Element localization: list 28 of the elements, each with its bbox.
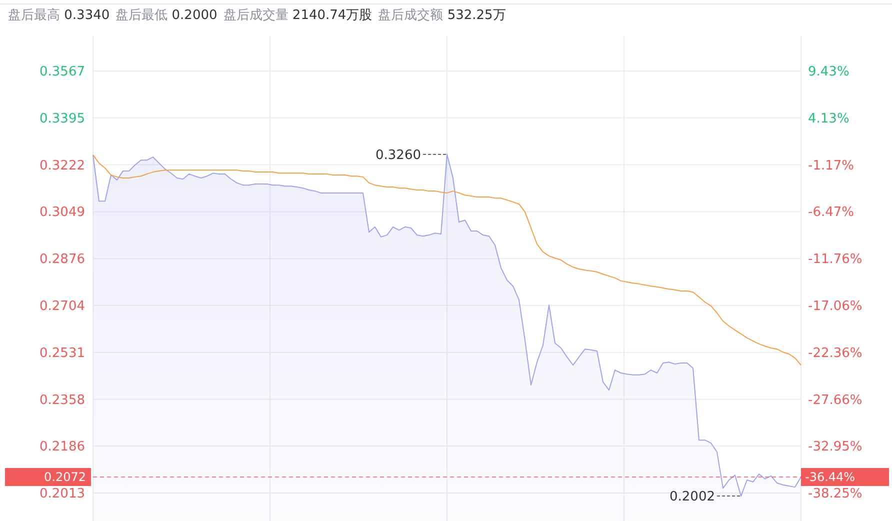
y-tick-label: 0.2358 [40, 392, 85, 408]
y2-tick-label: -1.17% [808, 158, 854, 174]
y2-tick-label: -22.36% [808, 346, 862, 361]
y-tick-label: 0.3222 [40, 158, 85, 174]
y-tick-label: 0.3049 [40, 205, 85, 220]
y-tick-label: 0.3395 [40, 111, 85, 126]
annotation: 0.3260 [376, 148, 421, 163]
y2-tick-label: -32.95% [808, 440, 862, 455]
y2-tick-label: -38.25% [808, 486, 862, 502]
text: -36.44% [805, 470, 856, 484]
y-tick-label: 0.2531 [40, 346, 85, 361]
ref-line-label: 0.2072 [44, 470, 86, 484]
y2-tick-label: 4.13% [808, 111, 850, 126]
text: 盘后最低 0.2000 [116, 8, 218, 23]
y-tick-label: 0.2704 [40, 298, 85, 314]
y2-tick-label: -11.76% [808, 252, 862, 268]
y-tick-label: 0.3567 [40, 64, 85, 80]
y-tick-label: 0.2186 [40, 440, 85, 455]
y2-tick-label: -27.66% [808, 392, 862, 408]
annotation: 0.2002 [670, 490, 715, 505]
y2-tick-label: 9.43% [808, 64, 850, 80]
y2-tick-label: -17.06% [808, 298, 862, 314]
y2-tick-label: -6.47% [808, 205, 854, 220]
text: 盘后最高 0.3340 [8, 7, 110, 23]
text: 盘后成交额 532.25万 [378, 7, 506, 23]
y-tick-label: 0.2876 [40, 252, 85, 268]
text: 盘后成交量 2140.74万股 [223, 7, 372, 23]
y-tick-label: 0.2013 [40, 486, 85, 502]
